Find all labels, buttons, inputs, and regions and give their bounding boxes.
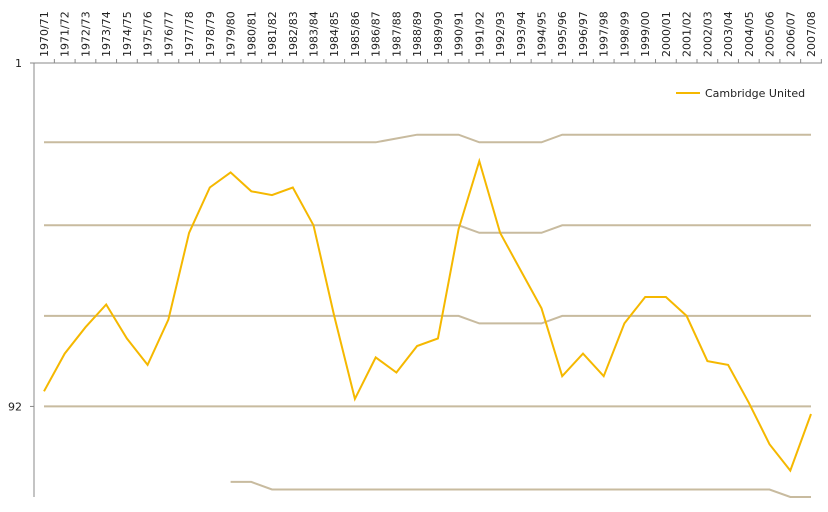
- x-tick-label: 2005/06: [764, 11, 777, 57]
- x-tick-label: 1990/91: [453, 11, 466, 57]
- x-tick-label: 1973/74: [100, 11, 113, 57]
- x-tick-label: 1996/97: [577, 11, 590, 57]
- x-tick-label: 2001/02: [681, 11, 694, 57]
- x-tick-label: 1985/86: [349, 11, 362, 57]
- x-tick-label: 1987/88: [390, 11, 403, 57]
- x-tick-label: 1993/94: [515, 11, 528, 57]
- x-tick-label: 1981/82: [266, 11, 279, 57]
- y-tick-label: 92: [8, 400, 22, 413]
- x-tick-label: 2002/03: [701, 11, 714, 57]
- y-tick-label: 1: [15, 57, 22, 70]
- x-tick-label: 1998/99: [618, 11, 631, 57]
- x-tick-label: 1986/87: [370, 11, 383, 57]
- x-tick-label: 2007/08: [805, 11, 818, 57]
- x-tick-label: 1991/92: [473, 11, 486, 57]
- x-tick-label: 1971/72: [59, 11, 72, 57]
- x-tick-label: 2003/04: [722, 11, 735, 57]
- x-tick-label: 1976/77: [162, 11, 175, 57]
- x-tick-label: 1984/85: [328, 11, 341, 57]
- x-tick-label: 1970/71: [38, 11, 51, 57]
- x-tick-label: 2006/07: [784, 11, 797, 57]
- x-tick-label: 1983/84: [307, 11, 320, 57]
- division-boundary: [44, 224, 811, 234]
- x-tick-label: 1980/81: [245, 11, 258, 57]
- x-tick-label: 1988/89: [411, 11, 424, 57]
- x-tick-label: 1977/78: [183, 11, 196, 57]
- x-tick-label: 1978/79: [204, 11, 217, 57]
- x-tick-label: 1979/80: [225, 11, 238, 57]
- x-tick-label: 1982/83: [287, 11, 300, 57]
- division-boundary: [44, 133, 811, 144]
- x-tick-label: 1997/98: [598, 11, 611, 57]
- x-tick-label: 2004/05: [743, 11, 756, 57]
- x-tick-label: 1972/73: [79, 11, 92, 57]
- legend-label: Cambridge United: [705, 87, 805, 100]
- division-boundary: [44, 314, 811, 325]
- x-tick-label: 1975/76: [142, 11, 155, 57]
- division-boundary: [230, 480, 811, 498]
- x-tick-label: 1992/93: [494, 11, 507, 57]
- x-tick-label: 1995/96: [556, 11, 569, 57]
- x-tick-label: 1999/00: [639, 11, 652, 57]
- x-tick-label: 1974/75: [121, 11, 134, 57]
- data-line: [43, 157, 812, 473]
- x-tick-label: 1989/90: [432, 11, 445, 57]
- x-tick-label: 1994/95: [536, 11, 549, 57]
- x-tick-label: 2000/01: [660, 11, 673, 57]
